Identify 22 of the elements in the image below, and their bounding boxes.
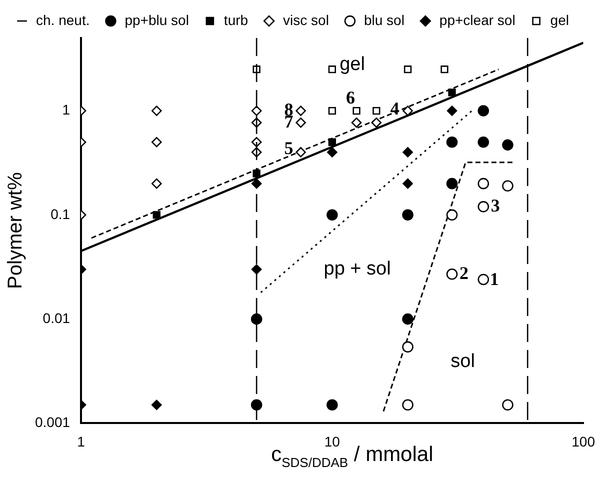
y-tick-label: 0.01 <box>42 310 70 326</box>
legend-label: gel <box>550 12 569 28</box>
annotation: 2 <box>460 262 469 283</box>
legend-label: pp+clear sol <box>439 12 516 28</box>
legend-label: visc sol <box>283 12 329 28</box>
y-tick-label: 0.001 <box>34 414 70 430</box>
annotation: 3 <box>490 195 500 216</box>
annotation: 6 <box>346 87 356 108</box>
y-tick-label: 1 <box>62 102 70 118</box>
legend-label: blu sol <box>364 12 404 28</box>
legend-label: pp+blu sol <box>124 12 189 28</box>
y-axis-title: Polymer wt% <box>4 172 27 289</box>
legend-label: turb <box>224 12 248 28</box>
annotation: gel <box>340 54 365 76</box>
annotation: 5 <box>284 138 294 158</box>
x-tick-label: 1 <box>77 433 86 450</box>
annotation: pp + sol <box>324 258 391 280</box>
x-tick-label: 100 <box>572 433 596 450</box>
y-tick-label: 0.1 <box>50 206 70 222</box>
annotation: 1 <box>490 269 499 290</box>
annotation: sol <box>450 350 475 372</box>
legend-label: ch. neut. <box>36 12 90 28</box>
